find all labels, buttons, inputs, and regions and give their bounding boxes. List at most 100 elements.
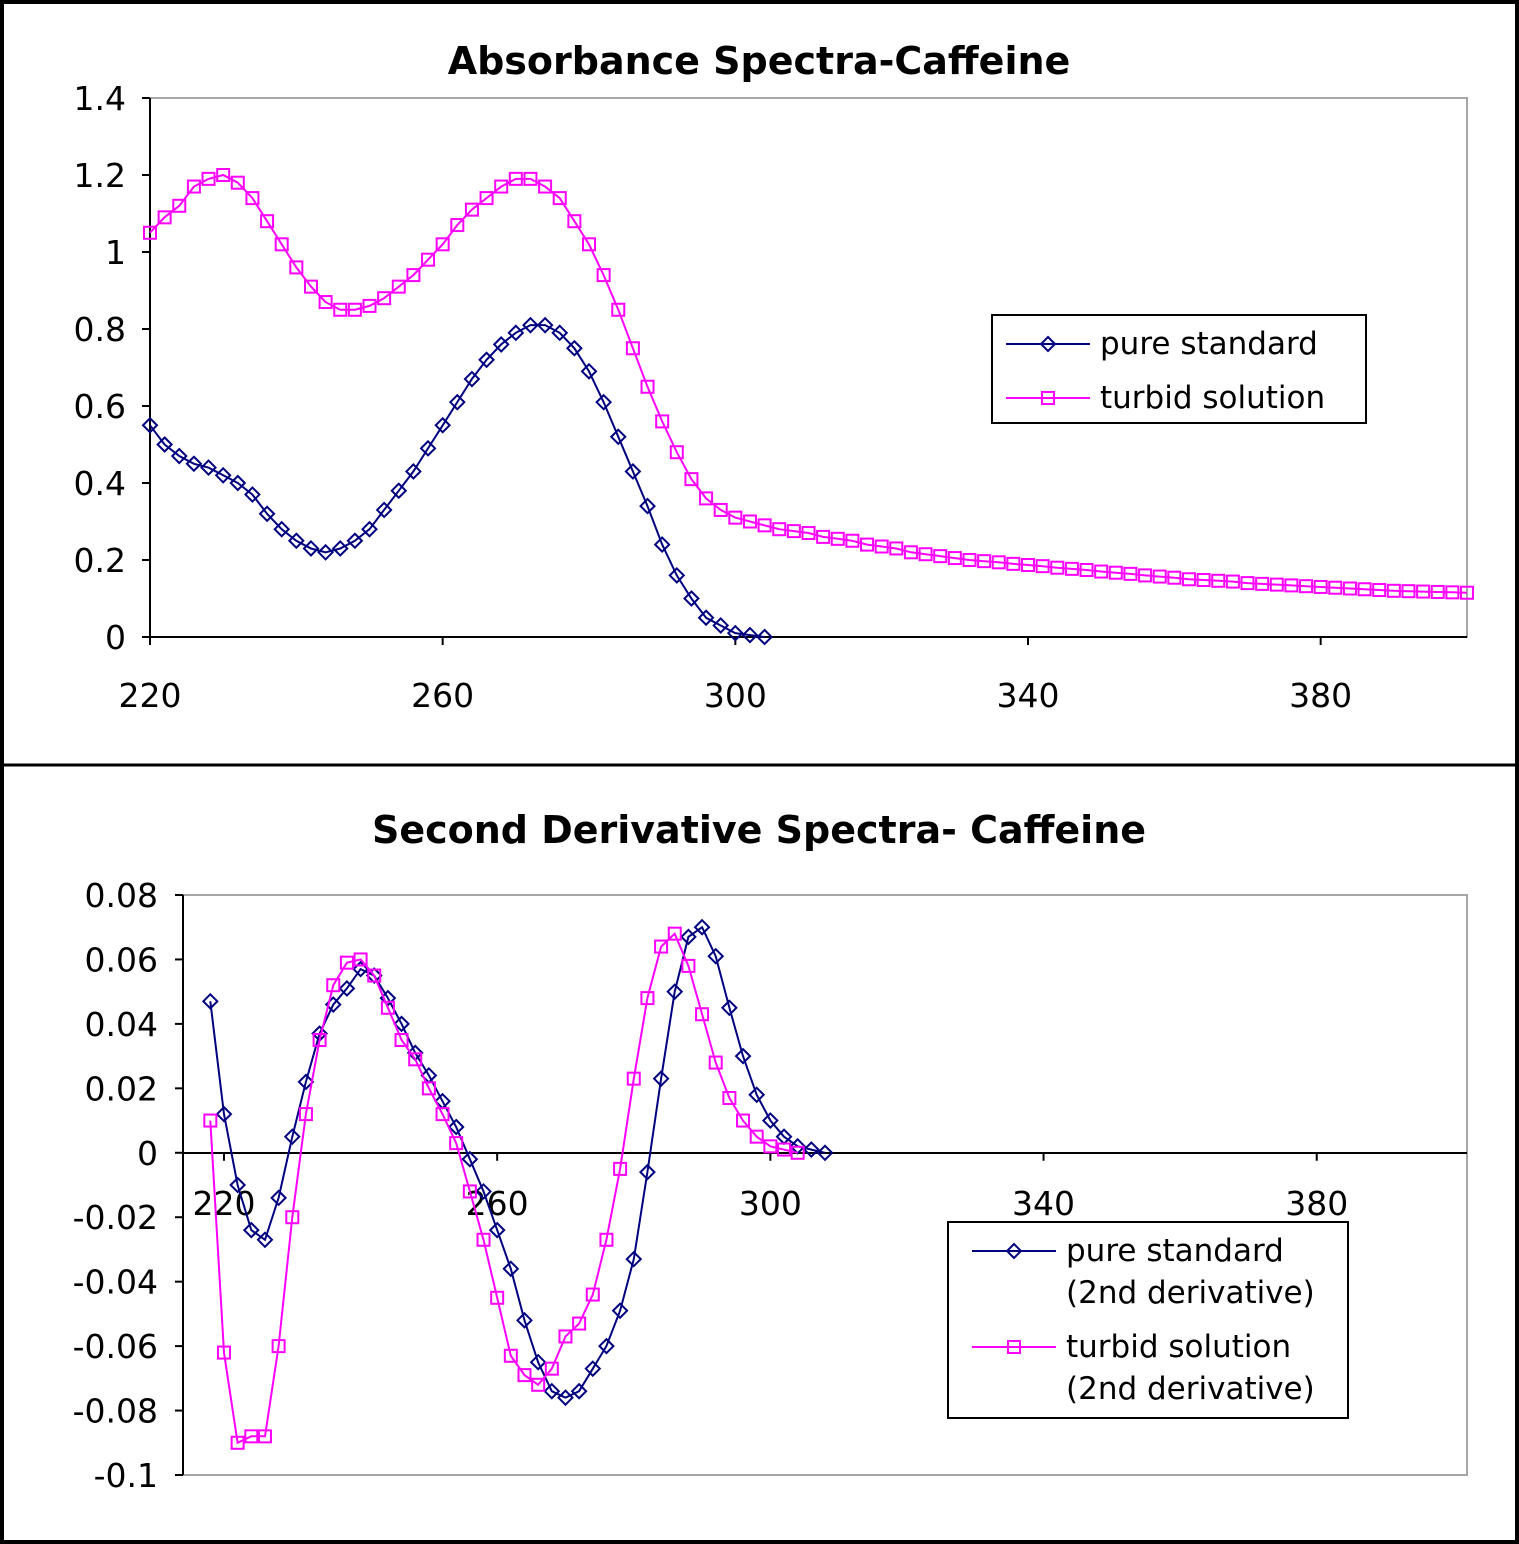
data-point: [757, 518, 772, 533]
series-square: [143, 168, 1474, 600]
data-point: [406, 268, 421, 283]
data-point: [523, 171, 538, 186]
x-tick-label: 380: [1285, 1184, 1348, 1223]
data-point: [613, 1161, 628, 1176]
data-point: [1050, 560, 1065, 575]
legend-box: [947, 1221, 1349, 1419]
data-point: [741, 626, 759, 644]
data-point: [353, 952, 368, 967]
data-point: [903, 545, 918, 560]
data-point: [201, 992, 219, 1010]
data-point: [640, 379, 655, 394]
data-point: [475, 1183, 492, 1200]
data-point: [200, 459, 217, 477]
legend: pure standard (2nd derivative) turbid so…: [947, 1221, 1349, 1419]
data-point: [693, 918, 711, 936]
data-point: [699, 491, 714, 506]
y-tick-label: -0.06: [73, 1327, 158, 1366]
series-line: [209, 931, 798, 1445]
y-tick-label: -0.02: [73, 1198, 158, 1237]
data-point: [845, 533, 860, 548]
data-point: [1269, 577, 1284, 592]
data-point: [1328, 580, 1343, 595]
data-point: [447, 1118, 465, 1136]
data-point: [611, 1302, 629, 1320]
data-point: [977, 554, 992, 569]
data-point: [463, 370, 481, 388]
x-tick-label: 380: [1289, 676, 1352, 715]
data-point: [256, 1231, 274, 1249]
data-point: [216, 168, 231, 182]
data-point: [625, 341, 640, 356]
data-point: [1211, 573, 1226, 588]
data-point: [361, 520, 378, 538]
x-tick-label: 300: [739, 1184, 802, 1223]
data-point: [435, 237, 450, 252]
legend-swatch-marker: [1007, 1340, 1021, 1354]
data-point: [170, 447, 188, 465]
data-point: [229, 474, 247, 492]
data-point: [516, 1311, 533, 1329]
data-point: [611, 302, 626, 317]
data-point: [713, 502, 728, 517]
data-point: [712, 617, 730, 634]
data-point: [245, 191, 260, 206]
data-point: [185, 455, 203, 473]
data-point: [536, 316, 554, 334]
data-point: [1357, 582, 1372, 597]
data-point: [529, 1353, 547, 1371]
data-point: [450, 218, 465, 233]
legend-swatch-marker: [1039, 335, 1057, 353]
data-point: [697, 609, 715, 627]
data-point: [639, 497, 656, 515]
data-point: [889, 541, 904, 556]
legend-label: pure standard: [1100, 326, 1318, 362]
data-point: [312, 1033, 327, 1047]
data-point: [1430, 584, 1445, 599]
data-point: [655, 414, 670, 429]
data-point: [595, 393, 613, 411]
data-point: [790, 1145, 805, 1160]
y-tick-label: 0.02: [85, 1069, 158, 1108]
data-point: [756, 628, 774, 646]
data-point: [734, 1047, 752, 1065]
data-point: [421, 252, 436, 267]
data-point: [172, 198, 187, 213]
series-square: [203, 926, 805, 1450]
data-point: [991, 555, 1006, 570]
y-tick-label: 0.8: [74, 310, 126, 349]
data-point: [346, 532, 364, 550]
data-point: [1240, 576, 1255, 591]
data-point: [434, 416, 452, 434]
data-point: [707, 947, 725, 965]
data-point: [683, 590, 700, 607]
data-point: [1342, 581, 1357, 596]
data-point: [419, 439, 437, 457]
data-point: [230, 1435, 245, 1450]
data-point: [352, 960, 369, 978]
data-point: [1079, 563, 1094, 578]
data-point: [502, 1260, 520, 1278]
data-point: [639, 1163, 656, 1181]
data-point: [258, 505, 276, 523]
data-point: [214, 466, 232, 484]
legend-label: turbid solution: [1100, 380, 1325, 416]
series-line: [209, 925, 826, 1399]
data-point: [609, 428, 627, 446]
legend-label-line2: (2nd derivative): [1066, 1275, 1315, 1311]
data-point: [326, 978, 341, 993]
data-point: [786, 524, 801, 539]
data-point: [1138, 568, 1153, 583]
data-point: [947, 551, 962, 566]
data-point: [570, 1382, 588, 1400]
data-point: [390, 482, 408, 500]
data-point: [156, 436, 174, 453]
y-tick-label: 0.4: [74, 464, 126, 503]
absorbance-chart: Absorbance Spectra-Caffeine 0 0.2 0.4 0.6 0.…: [74, 39, 1474, 715]
data-point: [1152, 569, 1167, 584]
x-tick-label: 220: [192, 1184, 255, 1223]
data-point: [449, 1136, 464, 1151]
data-point: [1094, 564, 1109, 579]
data-point: [654, 939, 669, 954]
data-point: [748, 1086, 766, 1104]
